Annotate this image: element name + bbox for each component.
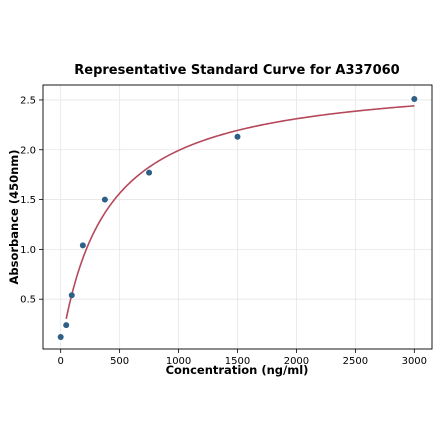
x-tick-label: 3000 (402, 356, 427, 367)
data-point (57, 334, 64, 341)
data-point (79, 242, 86, 249)
x-tick-label: 1000 (166, 356, 191, 367)
data-points (57, 95, 418, 341)
grid (43, 85, 432, 349)
y-tick-label: 0.5 (20, 295, 36, 306)
data-point (63, 322, 70, 329)
data-point (68, 292, 75, 299)
x-axis-ticks: 0 500 1000 1500 2000 2500 3000 (57, 349, 427, 367)
data-point (234, 133, 241, 140)
data-point (146, 169, 153, 176)
x-tick-label: 0 (57, 356, 63, 367)
y-axis-ticks: 0.5 1.0 1.5 2.0 2.5 (20, 95, 43, 306)
y-tick-label: 1.5 (20, 195, 36, 206)
data-point (411, 95, 418, 102)
x-tick-label: 2500 (343, 356, 368, 367)
y-tick-label: 1.0 (20, 245, 36, 256)
x-tick-label: 2000 (284, 356, 309, 367)
fit-curve-line (65, 105, 415, 320)
y-tick-label: 2.0 (20, 145, 36, 156)
data-point (101, 196, 108, 203)
x-tick-label: 500 (110, 356, 129, 367)
x-axis-label: Concentration (ng/ml) (166, 363, 309, 377)
y-axis-label: Absorbance (450nm) (7, 149, 21, 284)
y-tick-label: 2.5 (20, 95, 36, 106)
x-tick-label: 1500 (225, 356, 250, 367)
chart-title: Representative Standard Curve for A33706… (74, 63, 399, 78)
fit-curve-layer (65, 105, 415, 320)
